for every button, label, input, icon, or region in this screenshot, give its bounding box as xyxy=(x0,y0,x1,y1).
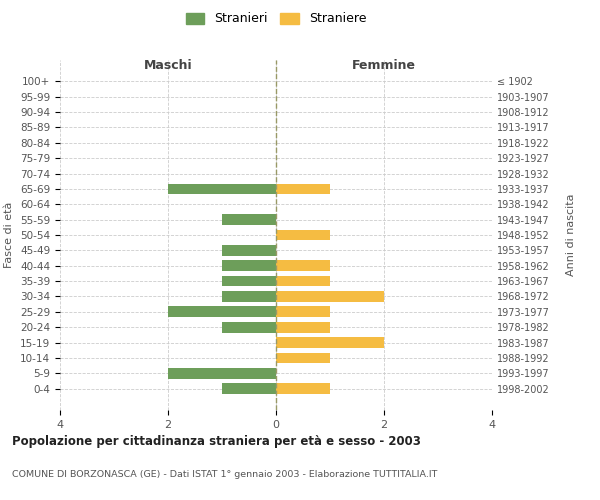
Y-axis label: Fasce di età: Fasce di età xyxy=(4,202,14,268)
Bar xyxy=(222,291,276,302)
Bar xyxy=(276,352,330,364)
Bar xyxy=(276,337,384,348)
Bar xyxy=(276,384,330,394)
Bar xyxy=(276,291,384,302)
Bar xyxy=(276,276,330,286)
Bar xyxy=(276,306,330,317)
Bar xyxy=(168,306,276,317)
Bar xyxy=(222,322,276,332)
Bar xyxy=(222,384,276,394)
Bar xyxy=(222,214,276,225)
Legend: Stranieri, Straniere: Stranieri, Straniere xyxy=(182,8,370,29)
Text: Maschi: Maschi xyxy=(143,60,193,72)
Bar xyxy=(168,368,276,378)
Text: COMUNE DI BORZONASCA (GE) - Dati ISTAT 1° gennaio 2003 - Elaborazione TUTTITALIA: COMUNE DI BORZONASCA (GE) - Dati ISTAT 1… xyxy=(12,470,437,479)
Y-axis label: Anni di nascita: Anni di nascita xyxy=(566,194,577,276)
Bar xyxy=(222,276,276,286)
Bar xyxy=(276,230,330,240)
Bar xyxy=(276,322,330,332)
Bar xyxy=(222,260,276,271)
Bar xyxy=(276,260,330,271)
Text: Femmine: Femmine xyxy=(352,60,416,72)
Text: Popolazione per cittadinanza straniera per età e sesso - 2003: Popolazione per cittadinanza straniera p… xyxy=(12,435,421,448)
Bar xyxy=(222,245,276,256)
Bar xyxy=(168,184,276,194)
Bar xyxy=(276,184,330,194)
